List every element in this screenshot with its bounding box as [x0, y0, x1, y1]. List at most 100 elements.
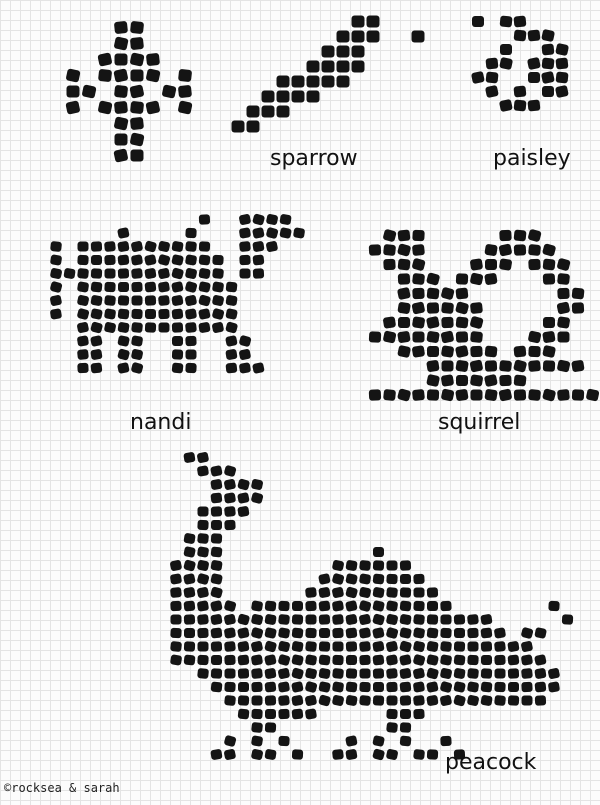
kolam-dot — [278, 668, 290, 679]
kolam-dot — [306, 90, 320, 103]
kolam-dot — [484, 273, 498, 285]
kolam-dot — [345, 600, 358, 612]
kolam-dot — [513, 374, 527, 387]
kolam-dot — [104, 308, 116, 320]
kolam-dot — [426, 587, 439, 598]
kolam-dot — [440, 695, 452, 706]
kolam-dot — [498, 388, 512, 402]
kolam-dot — [224, 641, 236, 652]
kolam-dot — [197, 641, 209, 652]
kolam-dot — [231, 120, 245, 133]
kolam-dot — [251, 479, 263, 490]
kolam-dot — [77, 322, 89, 333]
kolam-dot — [426, 374, 440, 387]
kolam-dot — [542, 360, 556, 372]
kolam-dot — [197, 627, 209, 639]
kolam-dot — [542, 331, 556, 343]
kolam-dot — [129, 84, 144, 99]
kolam-dot — [82, 84, 97, 99]
kolam-dot — [279, 227, 292, 239]
kolam-dot — [528, 72, 540, 83]
kolam-dot — [237, 654, 250, 666]
kolam-dot — [278, 708, 290, 720]
kolam-dot — [413, 600, 425, 612]
kolam-dot — [291, 90, 305, 103]
kolam-dot — [426, 360, 440, 372]
kolam-dot — [411, 301, 425, 315]
kolam-dot — [528, 244, 541, 256]
kolam-dot — [278, 681, 290, 693]
kolam-dot — [400, 574, 411, 584]
kolam-dot — [185, 362, 197, 374]
kolam-dot — [239, 349, 251, 360]
kolam-dot — [170, 641, 182, 652]
kolam-dot — [278, 654, 291, 666]
kolam-dot — [351, 45, 365, 58]
nandi-label: nandi — [130, 410, 192, 435]
kolam-dot — [397, 388, 411, 402]
kolam-dot — [332, 681, 344, 693]
kolam-dot — [453, 654, 466, 666]
kolam-dot — [305, 695, 317, 706]
kolam-dot — [225, 295, 238, 306]
kolam-dot — [224, 506, 236, 517]
kolam-dot — [98, 69, 112, 82]
kolam-dot — [336, 75, 350, 88]
kolam-dot — [264, 681, 277, 693]
kolam-dot — [542, 273, 556, 285]
kolam-dot — [494, 695, 506, 706]
kolam-dot — [117, 362, 130, 374]
kolam-dot — [441, 316, 454, 329]
kolam-dot — [224, 735, 237, 747]
kolam-dot — [440, 600, 452, 612]
kolam-dot — [332, 749, 344, 760]
kolam-dot — [183, 654, 196, 666]
kolam-dot — [198, 281, 211, 293]
kolam-dot — [251, 708, 263, 720]
kolam-dot — [480, 614, 493, 625]
kolam-dot — [225, 308, 238, 320]
kolam-dot — [158, 295, 170, 306]
kolam-dot — [197, 560, 209, 571]
kolam-dot — [528, 389, 541, 401]
kolam-dot — [276, 105, 290, 118]
kolam-dot — [440, 668, 452, 679]
kolam-dot — [251, 641, 263, 652]
kolam-dot — [131, 241, 143, 252]
kolam-dot — [557, 287, 570, 300]
kolam-dot — [513, 99, 527, 112]
kolam-dot — [542, 388, 556, 402]
kolam-dot — [104, 281, 116, 293]
kolam-dot — [542, 243, 556, 257]
kolam-dot — [507, 695, 520, 706]
kolam-dot — [427, 346, 439, 357]
kolam-dot — [321, 60, 335, 73]
kolam-dot — [372, 573, 385, 585]
kolam-dot — [305, 668, 317, 679]
kolam-dot — [251, 735, 263, 747]
kolam-dot — [332, 560, 344, 571]
kolam-dot — [90, 295, 103, 306]
kolam-dot — [359, 668, 371, 679]
kolam-dot — [278, 641, 290, 652]
kolam-dot — [114, 53, 128, 66]
kolam-dot — [499, 360, 512, 372]
kolam-dot — [305, 708, 317, 720]
paisley-motif — [471, 15, 569, 112]
kolam-dot — [264, 640, 277, 653]
kolam-dot — [292, 601, 303, 611]
kolam-dot — [345, 695, 358, 706]
kolam-dot — [513, 85, 527, 98]
kolam-dot — [332, 600, 344, 612]
kolam-dot — [372, 641, 385, 652]
kolam-dot — [513, 229, 527, 242]
kolam-dot — [453, 614, 466, 625]
kolam-dot — [225, 349, 238, 360]
kolam-dot — [441, 374, 454, 387]
kolam-dot — [521, 654, 533, 666]
kolam-dot — [528, 258, 541, 271]
kolam-dot — [455, 301, 469, 315]
kolam-dot — [469, 359, 483, 373]
kolam-dot — [366, 15, 380, 28]
nandi-motif — [50, 213, 305, 374]
